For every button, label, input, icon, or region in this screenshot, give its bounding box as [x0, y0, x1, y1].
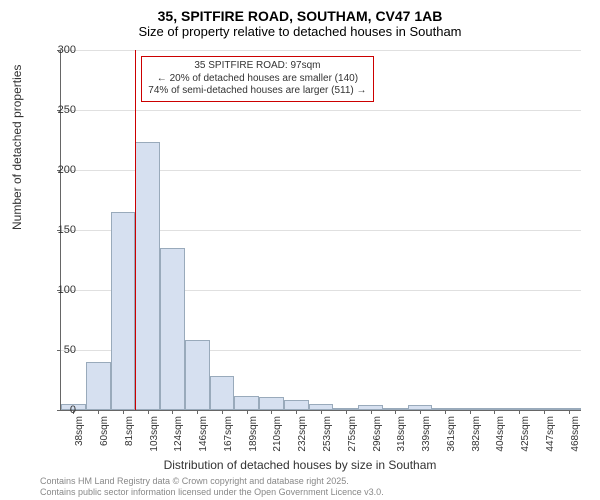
xtick-label: 447sqm [545, 416, 556, 466]
ytick-label: 0 [70, 404, 76, 416]
xtick-label: 361sqm [446, 416, 457, 466]
gridline [61, 50, 581, 51]
ytick-label: 300 [58, 44, 76, 56]
histogram-bar [210, 376, 235, 410]
xtick-label: 146sqm [198, 416, 209, 466]
xtick-mark [172, 410, 173, 414]
chart-title: 35, SPITFIRE ROAD, SOUTHAM, CV47 1AB [0, 0, 600, 24]
xtick-label: 253sqm [322, 416, 333, 466]
xtick-label: 296sqm [372, 416, 383, 466]
xtick-label: 210sqm [272, 416, 283, 466]
xtick-mark [271, 410, 272, 414]
xtick-mark [470, 410, 471, 414]
xtick-mark [371, 410, 372, 414]
xtick-mark [247, 410, 248, 414]
ytick-label: 50 [64, 344, 76, 356]
xtick-label: 38sqm [74, 416, 85, 466]
xtick-mark [222, 410, 223, 414]
footer-line-2: Contains public sector information licen… [40, 487, 384, 498]
xtick-mark [296, 410, 297, 414]
xtick-label: 468sqm [570, 416, 581, 466]
annotation-line: 74% of semi-detached houses are larger (… [148, 85, 366, 98]
xtick-label: 425sqm [520, 416, 531, 466]
xtick-mark [346, 410, 347, 414]
gridline [61, 110, 581, 111]
histogram-bar [259, 397, 284, 410]
histogram-bar [86, 362, 111, 410]
xtick-mark [519, 410, 520, 414]
xtick-mark [197, 410, 198, 414]
annotation-line: ← 20% of detached houses are smaller (14… [148, 73, 366, 86]
chart-subtitle: Size of property relative to detached ho… [0, 24, 600, 43]
xtick-mark [148, 410, 149, 414]
xtick-mark [395, 410, 396, 414]
ytick-mark [57, 350, 61, 351]
xtick-label: 318sqm [396, 416, 407, 466]
ytick-label: 250 [58, 104, 76, 116]
annotation-line: 35 SPITFIRE ROAD: 97sqm [148, 60, 366, 73]
xtick-mark [420, 410, 421, 414]
chart-container: 35, SPITFIRE ROAD, SOUTHAM, CV47 1AB Siz… [0, 0, 600, 500]
xtick-label: 275sqm [347, 416, 358, 466]
histogram-bar [135, 142, 160, 410]
property-marker-line [135, 50, 136, 410]
xtick-label: 124sqm [173, 416, 184, 466]
xtick-label: 382sqm [471, 416, 482, 466]
xtick-label: 189sqm [248, 416, 259, 466]
xtick-mark [321, 410, 322, 414]
xtick-label: 232sqm [297, 416, 308, 466]
histogram-bar [111, 212, 136, 410]
annotation-box: 35 SPITFIRE ROAD: 97sqm← 20% of detached… [141, 56, 373, 102]
histogram-bar [160, 248, 185, 410]
xtick-mark [569, 410, 570, 414]
xtick-label: 60sqm [99, 416, 110, 466]
xtick-mark [445, 410, 446, 414]
plot-area: 35 SPITFIRE ROAD: 97sqm← 20% of detached… [60, 50, 581, 411]
ytick-label: 200 [58, 164, 76, 176]
xtick-label: 404sqm [495, 416, 506, 466]
histogram-bar [234, 396, 259, 410]
xtick-label: 103sqm [149, 416, 160, 466]
histogram-bar [185, 340, 210, 410]
xtick-label: 81sqm [124, 416, 135, 466]
y-axis-label: Number of detached properties [10, 65, 24, 230]
ytick-label: 100 [58, 284, 76, 296]
xtick-mark [123, 410, 124, 414]
xtick-label: 167sqm [223, 416, 234, 466]
ytick-label: 150 [58, 224, 76, 236]
xtick-mark [544, 410, 545, 414]
xtick-label: 339sqm [421, 416, 432, 466]
footer-line-1: Contains HM Land Registry data © Crown c… [40, 476, 384, 487]
footer-attribution: Contains HM Land Registry data © Crown c… [40, 476, 384, 498]
xtick-mark [494, 410, 495, 414]
ytick-mark [57, 410, 61, 411]
histogram-bar [284, 400, 309, 410]
xtick-mark [98, 410, 99, 414]
